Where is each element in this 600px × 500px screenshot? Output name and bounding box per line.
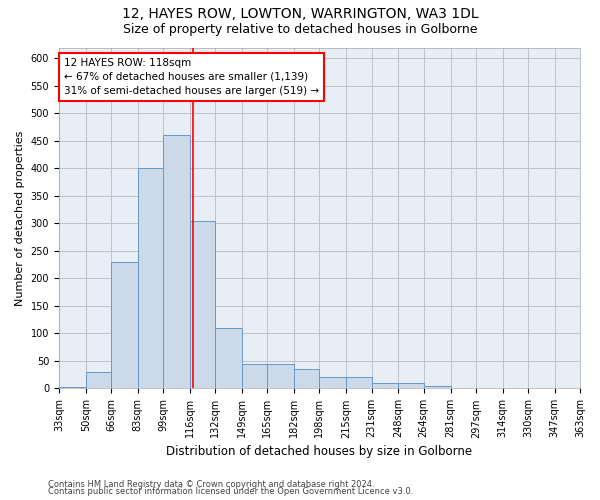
Text: 12 HAYES ROW: 118sqm
← 67% of detached houses are smaller (1,139)
31% of semi-de: 12 HAYES ROW: 118sqm ← 67% of detached h… [64, 58, 319, 96]
Text: Contains HM Land Registry data © Crown copyright and database right 2024.: Contains HM Land Registry data © Crown c… [48, 480, 374, 489]
Bar [371, 383, 398, 388]
Bar [215, 328, 242, 388]
Text: Contains public sector information licensed under the Open Government Licence v3: Contains public sector information licen… [48, 488, 413, 496]
Bar [190, 220, 215, 388]
Bar [242, 364, 268, 388]
Bar [346, 378, 371, 388]
Text: Size of property relative to detached houses in Golborne: Size of property relative to detached ho… [123, 22, 477, 36]
X-axis label: Distribution of detached houses by size in Golborne: Distribution of detached houses by size … [166, 444, 473, 458]
Bar [86, 372, 111, 388]
Text: 12, HAYES ROW, LOWTON, WARRINGTON, WA3 1DL: 12, HAYES ROW, LOWTON, WARRINGTON, WA3 1… [122, 8, 478, 22]
Bar [294, 369, 319, 388]
Bar [319, 378, 346, 388]
Bar [138, 168, 163, 388]
Bar [398, 383, 424, 388]
Bar [111, 262, 138, 388]
Bar [163, 136, 190, 388]
Y-axis label: Number of detached properties: Number of detached properties [15, 130, 25, 306]
Bar [268, 364, 294, 388]
Bar [424, 386, 451, 388]
